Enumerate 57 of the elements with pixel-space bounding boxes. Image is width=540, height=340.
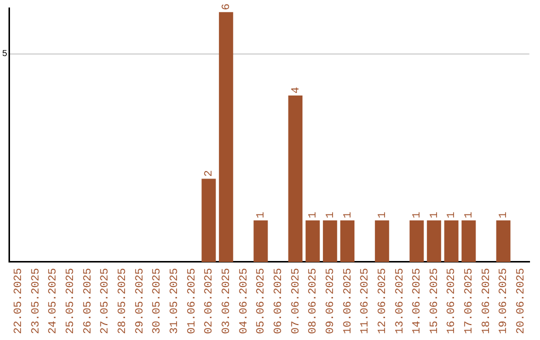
- bar: [444, 220, 458, 262]
- data-label: 2: [204, 170, 216, 177]
- data-label: 1: [464, 211, 476, 218]
- data-label: 1: [308, 211, 320, 218]
- x-tick-label: 22.05.2025: [12, 268, 25, 334]
- bar: [202, 178, 216, 262]
- x-tick-label: 30.05.2025: [152, 268, 164, 334]
- x-tick-label: 12.06.2025: [376, 268, 389, 334]
- x-tick-label: 19.06.2025: [498, 268, 510, 334]
- data-label: 4: [290, 86, 302, 94]
- bar: [322, 220, 338, 262]
- x-tick-label: 10.06.2025: [342, 268, 354, 334]
- y-tick-label: 5: [2, 49, 8, 60]
- bar: [426, 220, 442, 262]
- data-label: 1: [412, 211, 424, 218]
- x-tick-label: 06.06.2025: [272, 268, 285, 334]
- x-tick-label: 13.06.2025: [394, 268, 406, 334]
- x-tick-label: 24.05.2025: [48, 268, 60, 334]
- x-tick-label: 27.05.2025: [100, 268, 112, 334]
- bar: [254, 220, 268, 262]
- x-tick-label: 31.05.2025: [168, 268, 181, 334]
- data-label: 1: [428, 211, 441, 218]
- x-tick-label: 15.06.2025: [428, 268, 441, 334]
- data-label: 1: [324, 211, 337, 218]
- bar: [306, 220, 320, 262]
- x-tick-label: 23.05.2025: [30, 268, 42, 334]
- bar: [218, 12, 234, 262]
- x-tick-label: 04.06.2025: [238, 268, 250, 334]
- x-tick-label: 14.06.2025: [412, 268, 424, 334]
- x-tick-label: 20.06.2025: [516, 268, 528, 334]
- x-tick-label: 11.06.2025: [360, 268, 372, 334]
- x-tick-label: 03.06.2025: [220, 268, 233, 334]
- x-tick-label: 26.05.2025: [82, 268, 94, 334]
- bar: [496, 220, 510, 262]
- x-tick-label: 18.06.2025: [480, 268, 493, 334]
- x-tick-label: 28.05.2025: [116, 268, 129, 334]
- x-tick-label: 08.06.2025: [308, 268, 320, 334]
- data-label: 1: [376, 211, 389, 218]
- x-tick-label: 09.06.2025: [324, 268, 337, 334]
- x-tick-label: 29.05.2025: [134, 268, 146, 334]
- x-tick-label: 01.06.2025: [186, 268, 198, 334]
- data-label: 1: [342, 211, 354, 218]
- x-tick-label: 16.06.2025: [446, 268, 458, 334]
- x-tick-label: 17.06.2025: [464, 268, 476, 334]
- bar: [410, 220, 424, 262]
- bar: [374, 220, 390, 262]
- data-label: 1: [446, 211, 458, 218]
- data-label: 1: [256, 211, 268, 218]
- data-label: 1: [498, 211, 510, 218]
- x-tick-label: 07.06.2025: [290, 268, 302, 334]
- x-tick-label: 25.05.2025: [64, 268, 77, 334]
- bar: [340, 220, 354, 262]
- bar: [288, 95, 302, 262]
- x-tick-label: 02.06.2025: [204, 268, 216, 334]
- bar: [462, 220, 476, 262]
- data-label: 6: [220, 4, 233, 10]
- x-tick-label: 05.06.2025: [256, 268, 268, 334]
